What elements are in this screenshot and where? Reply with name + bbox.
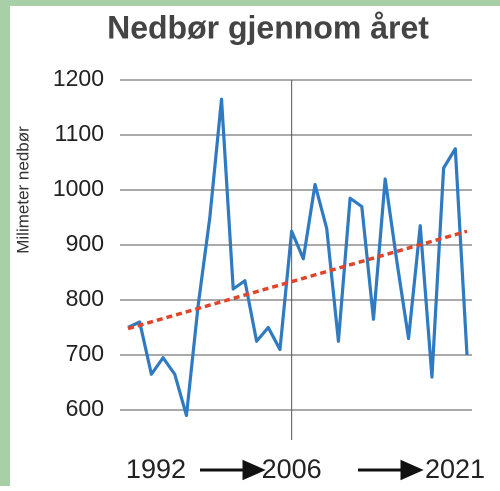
y-tick-label: 600 <box>66 395 104 421</box>
y-tick-label: 1000 <box>53 175 104 201</box>
y-tick-label: 1200 <box>53 65 104 91</box>
y-axis-label: Milimeter nedbør <box>13 126 32 254</box>
y-tick-label: 800 <box>66 285 104 311</box>
arrow-1-head <box>242 459 266 481</box>
x-tick-label: 2021 <box>425 454 485 484</box>
trend-line <box>127 229 468 331</box>
chart-title: Nedbør gjennom året <box>107 9 429 45</box>
arrow-2-head <box>400 459 424 481</box>
arrows <box>200 459 424 481</box>
x-tick-label: 1992 <box>126 454 186 484</box>
y-tick-label: 900 <box>66 230 104 256</box>
x-tick-label: 2006 <box>262 454 322 484</box>
data-line <box>127 97 469 418</box>
y-tick-label: 1100 <box>55 120 104 146</box>
y-tick-label: 700 <box>66 340 104 366</box>
